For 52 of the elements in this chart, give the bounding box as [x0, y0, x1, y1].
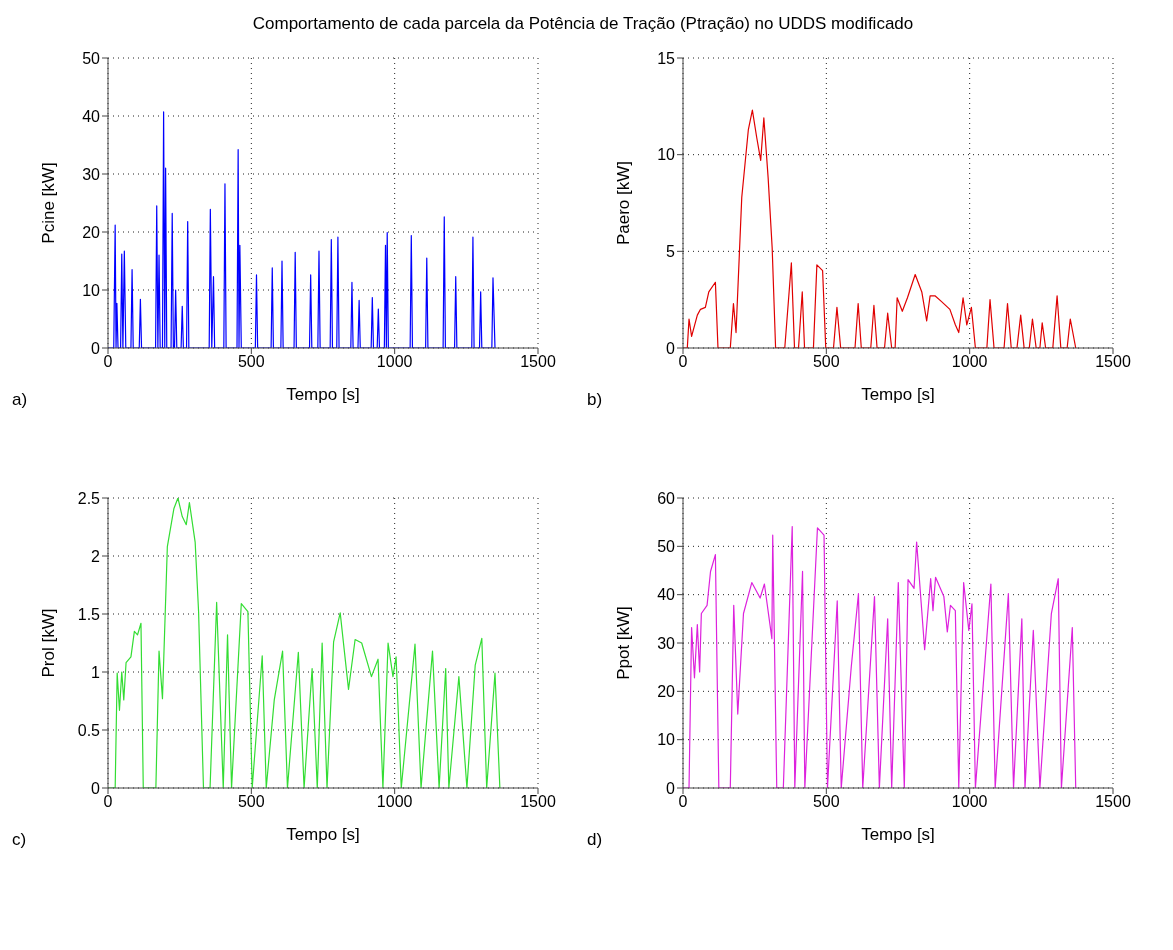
y-tick-label: 0 — [91, 779, 101, 797]
y-tick-label: 20 — [82, 223, 101, 241]
y-tick-label: 10 — [657, 146, 676, 164]
y-tick-label: 50 — [82, 49, 101, 67]
y-axis-title: Pcine [kW] — [39, 162, 59, 244]
y-tick-label: 0 — [666, 339, 676, 357]
y-tick-label: 30 — [82, 165, 101, 183]
y-axis-title: Ppot [kW] — [614, 606, 634, 680]
x-tick-label: 1000 — [951, 353, 988, 371]
y-tick-label: 50 — [657, 538, 676, 556]
y-tick-label: 40 — [82, 107, 101, 125]
y-tick-label: 40 — [657, 586, 676, 604]
x-tick-label: 1000 — [376, 793, 413, 811]
x-tick-label: 1500 — [1095, 353, 1131, 371]
x-tick-label: 1500 — [520, 793, 556, 811]
x-tick-label: 1500 — [1095, 793, 1131, 811]
y-tick-label: 15 — [657, 49, 676, 67]
y-axis-title: Prol [kW] — [39, 608, 59, 678]
x-tick-label: 0 — [678, 353, 688, 371]
y-tick-label: 2 — [91, 547, 101, 565]
x-tick-label: 1500 — [520, 353, 556, 371]
y-tick-label: 0 — [91, 339, 101, 357]
text: c) — [12, 830, 27, 850]
x-tick-label: 500 — [237, 793, 265, 811]
x-tick-label: 1000 — [376, 353, 413, 371]
x-tick-label: 500 — [812, 793, 840, 811]
y-tick-label: 1.5 — [77, 605, 101, 623]
y-tick-label: 30 — [657, 634, 676, 652]
text: b) — [587, 390, 603, 410]
x-tick-label: 1000 — [951, 793, 988, 811]
text: a) — [12, 390, 28, 410]
y-tick-label: 1 — [91, 663, 101, 681]
y-tick-label: 10 — [657, 731, 676, 749]
text: Comportamento de cada parcela da Potência de Tração (Ptração) no UDDS modificado — [251, 13, 915, 35]
y-tick-label: 10 — [82, 281, 101, 299]
x-tick-label: 0 — [103, 793, 113, 811]
x-tick-label: 500 — [812, 353, 840, 371]
text: d) — [587, 830, 603, 850]
x-axis-title: Tempo [s] — [286, 825, 360, 844]
y-tick-label: 5 — [666, 243, 676, 261]
y-tick-label: 0 — [666, 779, 676, 797]
x-tick-label: 0 — [103, 353, 113, 371]
y-tick-label: 20 — [657, 683, 676, 701]
x-axis-title: Tempo [s] — [861, 825, 935, 844]
y-axis-title: Paero [kW] — [614, 160, 634, 246]
y-tick-label: 60 — [657, 489, 676, 507]
y-tick-label: 2.5 — [77, 489, 101, 507]
y-tick-label: 0.5 — [77, 721, 101, 739]
x-axis-title: Tempo [s] — [861, 385, 935, 404]
x-axis-title: Tempo [s] — [286, 385, 360, 404]
x-tick-label: 500 — [237, 353, 265, 371]
x-tick-label: 0 — [678, 793, 688, 811]
